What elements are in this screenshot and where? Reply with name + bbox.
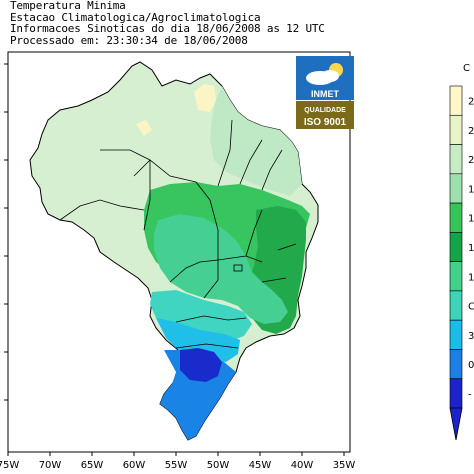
colorbar-cell [449,144,463,175]
x-tick-label: 60W [123,460,146,471]
region-warm-north [194,84,216,112]
iso-badge-top: QUALIDADE [304,107,346,114]
region-sky [156,318,240,362]
federal-district [233,264,243,272]
inmet-logo: INMET QUALIDADE ISO 9001 [296,56,354,129]
colorbar-label: - [468,389,472,400]
colorbar-cell [449,378,463,409]
station-type-line: Estacao Climatologica/Agroclimatologica [10,10,261,24]
colorbar-cell [449,202,463,233]
region-warm-small [136,120,152,136]
x-axis: 75W 70W 65W 60W 55W 50W 45W 40W 35W [0,451,356,471]
colorbar-cell [449,232,463,262]
colorbar-label: 2 [468,97,474,108]
colorbar: C 2 2 2 1 1 1 1 C 3 0 - [449,63,474,441]
colorbar-cell [449,349,463,380]
colorbar-end-arrow [449,407,463,441]
x-tick-label: 75W [0,460,19,471]
x-tick-label: 45W [249,460,272,471]
iso-badge [296,101,354,129]
colorbar-label: 2 [468,126,474,137]
processed-time-line: Processado em: 23:30:34 de 18/06/2008 [10,33,248,47]
x-tick-label: 65W [81,460,104,471]
colorbar-unit: C [463,63,470,74]
region-teal [154,214,288,324]
map-header: Temperatura Minima Estacao Climatologica… [10,0,370,46]
colorbar-cell [449,261,463,292]
colorbar-label: 1 [468,184,474,195]
title-line: Temperatura Minima [10,0,126,12]
x-tick-label: 35W [333,460,356,471]
y-axis [4,63,8,401]
colorbar-label: 2 [468,155,474,166]
x-tick-label: 70W [39,460,62,471]
colorbar-label: C [468,302,474,313]
region-deep-blue [180,348,222,382]
colorbar-cell [449,114,463,145]
state-borders [59,119,297,349]
colorbar-cell [449,290,463,321]
region-northeast [210,86,302,196]
colorbar-cell [449,319,463,350]
colorbar-cell [449,173,463,204]
colorbar-label: 0 [468,360,474,371]
x-tick-label: 40W [291,460,314,471]
iso-badge-bottom: ISO 9001 [304,117,347,128]
colorbar-cell [449,85,463,116]
colorbar-label: 1 [468,272,474,283]
observation-date-line: Informacoes Sinoticas do dia 18/06/2008 … [10,22,325,35]
x-tick-label: 55W [165,460,188,471]
x-tick-label: 50W [207,460,230,471]
colorbar-label: 1 [468,214,474,225]
colorbar-label: 1 [468,243,474,254]
inmet-logo-text: INMET [311,89,340,99]
colorbar-label: 3 [468,331,474,342]
